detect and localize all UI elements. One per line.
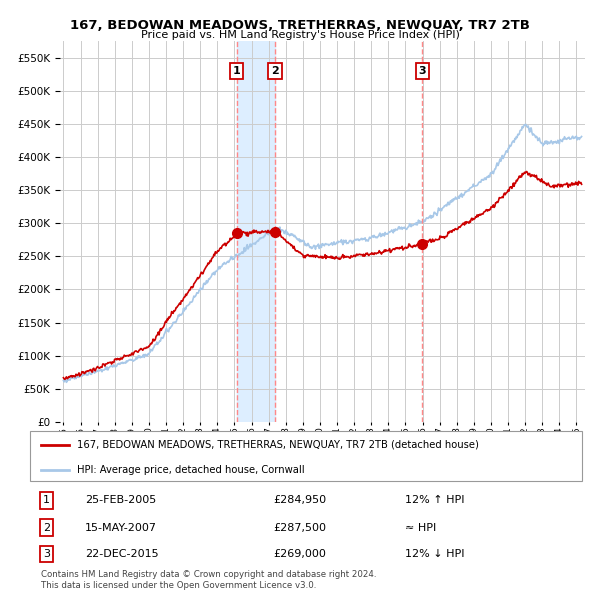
Text: 15-MAY-2007: 15-MAY-2007 [85, 523, 157, 533]
Text: 12% ↓ HPI: 12% ↓ HPI [406, 549, 465, 559]
Text: 22-DEC-2015: 22-DEC-2015 [85, 549, 159, 559]
Text: 25-FEB-2005: 25-FEB-2005 [85, 496, 157, 506]
Text: 167, BEDOWAN MEADOWS, TRETHERRAS, NEWQUAY, TR7 2TB: 167, BEDOWAN MEADOWS, TRETHERRAS, NEWQUA… [70, 19, 530, 32]
Bar [237, 41, 275, 422]
Text: 12% ↑ HPI: 12% ↑ HPI [406, 496, 465, 506]
Text: 2: 2 [271, 66, 279, 76]
Text: 3: 3 [43, 549, 50, 559]
Text: Price paid vs. HM Land Registry's House Price Index (HPI): Price paid vs. HM Land Registry's House … [140, 31, 460, 40]
Text: 3: 3 [418, 66, 426, 76]
Text: 167, BEDOWAN MEADOWS, TRETHERRAS, NEWQUAY, TR7 2TB (detached house): 167, BEDOWAN MEADOWS, TRETHERRAS, NEWQUA… [77, 440, 479, 450]
Text: £284,950: £284,950 [273, 496, 326, 506]
Text: £269,000: £269,000 [273, 549, 326, 559]
FancyBboxPatch shape [30, 431, 582, 481]
Text: HPI: Average price, detached house, Cornwall: HPI: Average price, detached house, Corn… [77, 465, 305, 475]
Text: Contains HM Land Registry data © Crown copyright and database right 2024.: Contains HM Land Registry data © Crown c… [41, 570, 377, 579]
Text: 2: 2 [43, 523, 50, 533]
Text: £287,500: £287,500 [273, 523, 326, 533]
Text: 1: 1 [233, 66, 241, 76]
Text: This data is licensed under the Open Government Licence v3.0.: This data is licensed under the Open Gov… [41, 581, 316, 590]
Text: 1: 1 [43, 496, 50, 506]
Text: ≈ HPI: ≈ HPI [406, 523, 437, 533]
